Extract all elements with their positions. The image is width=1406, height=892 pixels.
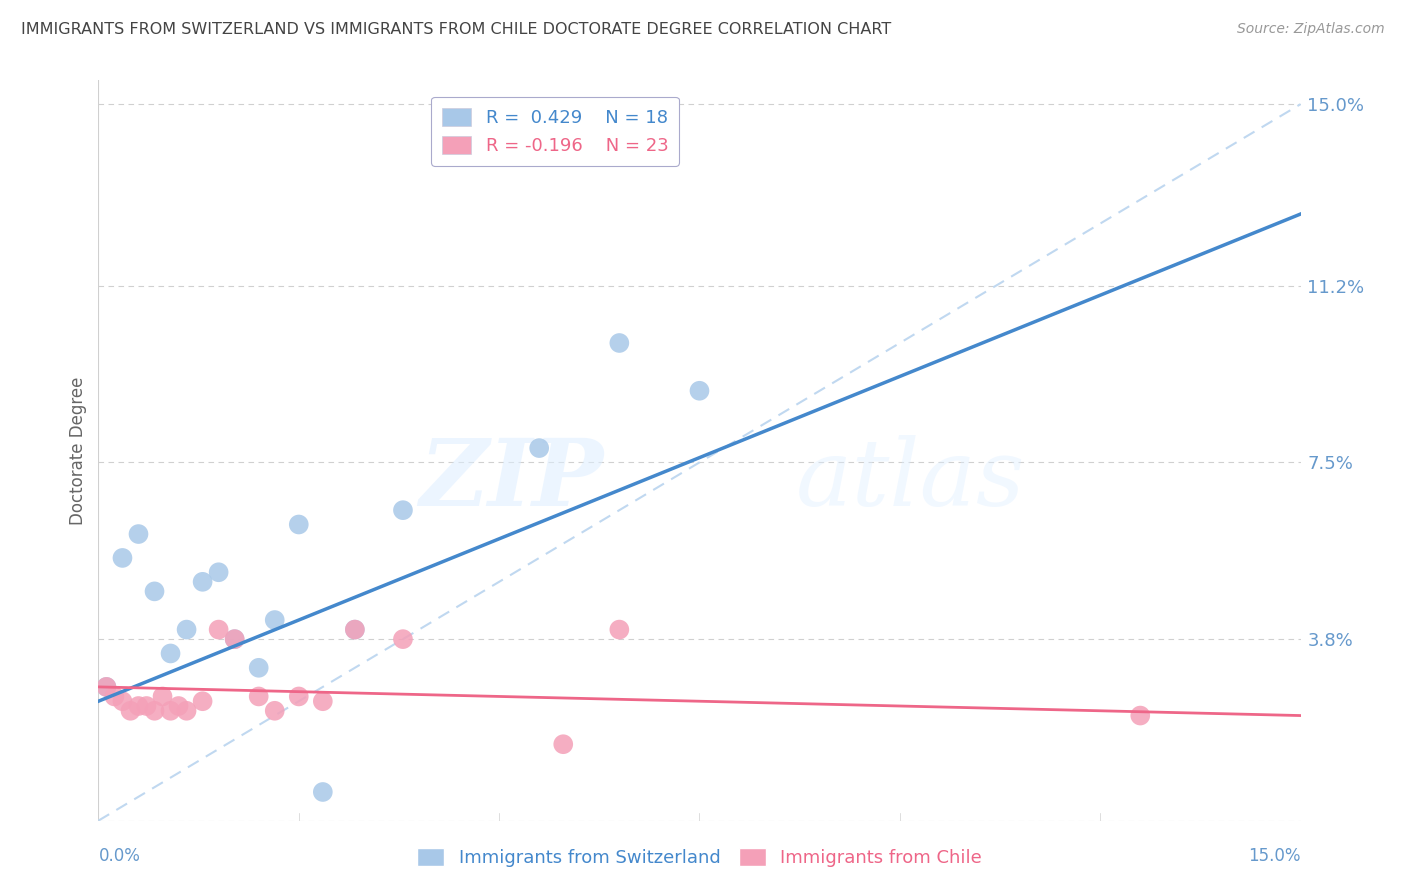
Point — [111, 694, 134, 708]
Point — [159, 704, 181, 718]
Point — [120, 704, 142, 718]
Point — [128, 527, 150, 541]
Text: 15.0%: 15.0% — [1249, 847, 1301, 865]
Point — [392, 632, 415, 647]
Point — [247, 690, 270, 704]
Point — [152, 690, 174, 704]
Point — [111, 550, 134, 565]
Point — [167, 698, 190, 713]
Point — [312, 694, 335, 708]
Point — [191, 694, 214, 708]
Point — [103, 690, 125, 704]
Point — [247, 661, 270, 675]
Point — [343, 623, 366, 637]
Text: ZIP: ZIP — [419, 435, 603, 525]
Point — [176, 623, 198, 637]
Point — [96, 680, 118, 694]
Point — [609, 336, 631, 351]
Point — [312, 785, 335, 799]
Text: atlas: atlas — [796, 435, 1025, 525]
Point — [208, 566, 231, 580]
Point — [135, 698, 157, 713]
Point — [288, 690, 311, 704]
Point — [159, 647, 181, 661]
Point — [191, 574, 214, 589]
Point — [1129, 708, 1152, 723]
Point — [553, 737, 575, 751]
Text: IMMIGRANTS FROM SWITZERLAND VS IMMIGRANTS FROM CHILE DOCTORATE DEGREE CORRELATIO: IMMIGRANTS FROM SWITZERLAND VS IMMIGRANT… — [21, 22, 891, 37]
Point — [143, 584, 166, 599]
Point — [143, 704, 166, 718]
Point — [392, 503, 415, 517]
Text: Source: ZipAtlas.com: Source: ZipAtlas.com — [1237, 22, 1385, 37]
Point — [263, 613, 285, 627]
Point — [609, 623, 631, 637]
Point — [96, 680, 118, 694]
Point — [128, 698, 150, 713]
Y-axis label: Doctorate Degree: Doctorate Degree — [69, 376, 87, 524]
Point — [288, 517, 311, 532]
Point — [224, 632, 246, 647]
Point — [176, 704, 198, 718]
Point — [263, 704, 285, 718]
Point — [689, 384, 711, 398]
Point — [224, 632, 246, 647]
Text: 0.0%: 0.0% — [98, 847, 141, 865]
Point — [208, 623, 231, 637]
Legend: Immigrants from Switzerland, Immigrants from Chile: Immigrants from Switzerland, Immigrants … — [411, 841, 988, 874]
Point — [343, 623, 366, 637]
Point — [529, 441, 551, 455]
